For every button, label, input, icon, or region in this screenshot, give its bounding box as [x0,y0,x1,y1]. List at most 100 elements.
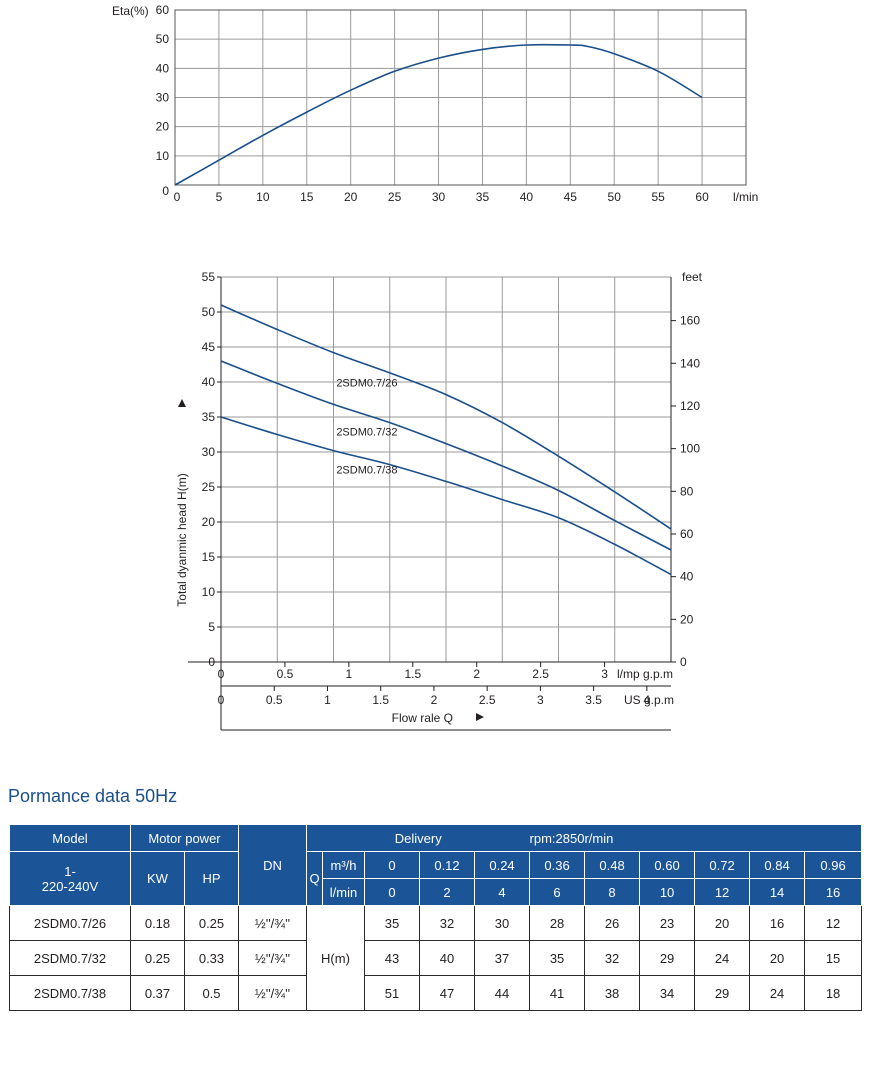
y-right-tick-label: 160 [680,314,700,328]
y-tick-label: 25 [202,480,216,494]
y-tick-label: 30 [202,445,216,459]
head-right-axis-label: feet [682,270,703,284]
h-value: 16 [749,905,806,941]
plot-frame [174,9,747,186]
h-value: 20 [749,940,806,976]
efficiency-y-axis-label: Eta(%) [112,4,149,18]
x-tick-label: 10 [256,190,270,204]
h-value: 38 [584,975,641,1011]
head-chart: 0510152025303540455055020406080100120140… [175,270,703,731]
y-right-tick-label: 80 [680,484,694,498]
h-value: 35 [364,905,420,941]
x-us-tick-label: 0.5 [266,693,283,707]
header-model: Model [9,824,131,852]
x-imp-tick-label: 0.5 [277,667,294,681]
header-hp: HP [184,851,239,906]
x-tick-label: 25 [388,190,402,204]
y-tick-label: 0 [162,184,169,198]
m3h-value: 0.48 [584,851,641,879]
x-tick-label: 40 [520,190,534,204]
header-motor-power: Motor power [130,824,239,852]
voltage-line-2: 220-240V [41,878,99,894]
x-tick-label: 0 [174,190,181,204]
header-voltage: 1- 220-240V [9,851,131,906]
x-us-tick-label: 3 [537,693,544,707]
y-right-tick-label: 40 [680,570,694,584]
y-right-tick-label: 140 [680,356,700,370]
x-us-tick-label: 2.5 [479,693,496,707]
header-row-1: Model Motor power DN Delivery rpm:2850r/… [9,824,863,906]
h-value: 44 [473,975,531,1011]
efficiency-chart: 0 5 10 15 20 25 30 35 40 45 50 55 60 0 10 20 30 40 50 60 Et… [112,3,758,204]
header-unit-lmin: l/min [322,878,365,906]
x-tick-label: 45 [564,190,578,204]
y-tick-label: 0 [208,655,215,669]
row-hp: 0.5 [184,975,239,1011]
head-y-axis-arrow-icon [178,399,186,407]
h-value: 40 [419,940,475,976]
y-tick-label: 50 [202,305,216,319]
h-value: 23 [639,905,696,941]
x-us-tick-label: 4 [644,693,651,707]
table-row: 2SDM0.7/32 0.25 0.33 ½''/¾'' 43 40 37 35… [9,940,863,976]
row-kw: 0.18 [130,905,185,941]
x-tick-label: 60 [695,190,709,204]
table-row: 2SDM0.7/26 0.18 0.25 ½''/¾'' H(m) 35 32 … [9,905,863,1011]
row-dn: ½''/¾'' [238,940,307,976]
m3h-value: 0.60 [639,851,696,879]
header-dn: DN [238,824,307,906]
x-tick-label: 5 [216,190,223,204]
head-x-axis-upper-unit: l/mp g.p.m [617,667,673,681]
y-tick-label: 45 [202,340,216,354]
h-value: 35 [529,940,586,976]
lmin-value: 6 [529,878,586,906]
row-dn: ½''/¾'' [238,905,307,941]
h-value: 29 [639,940,696,976]
y-right-tick-label: 20 [680,612,694,626]
h-value: 24 [694,940,751,976]
h-value: 18 [804,975,863,1011]
h-value: 43 [364,940,420,976]
h-value: 32 [419,905,475,941]
m3h-value: 0.84 [749,851,806,879]
m3h-value: 0.96 [804,851,863,879]
head-x-axis-label: Flow rale Q [392,711,453,725]
y-tick-label: 10 [156,149,170,163]
h-value: 37 [473,940,531,976]
series-label: 2SDM0.7/32 [336,427,397,439]
series-label: 2SDM0.7/38 [336,464,397,476]
y-tick-label: 5 [208,620,215,634]
series-label: 2SDM0.7/26 [336,378,397,390]
x-tick-label: 50 [608,190,622,204]
row-dn: ½''/¾'' [238,975,307,1011]
h-value: 20 [694,905,751,941]
row-model: 2SDM0.7/38 [9,975,131,1011]
x-imp-tick-label: 2.5 [532,667,549,681]
m3h-value: 0.12 [419,851,475,879]
table-row: 2SDM0.7/38 0.37 0.5 ½''/¾'' 51 47 44 41 … [9,975,863,1011]
head-y-axis-label: Total dyanmic head H(m) [175,473,189,606]
y-tick-label: 30 [156,91,170,105]
x-tick-label: 30 [432,190,446,204]
header-row-2: 1- 220-240V KW HP Q m³/h 0 0.12 0.24 0.3… [9,851,863,906]
lmin-value: 0 [364,878,420,906]
header-q: Q [306,851,323,906]
lmin-value: 14 [749,878,806,906]
x-imp-tick-label: 2 [473,667,480,681]
x-us-tick-label: 0 [218,693,225,707]
head-tick-labels: 0510152025303540455055020406080100120140… [202,270,701,707]
x-imp-tick-label: 1.5 [404,667,421,681]
row-model: 2SDM0.7/32 [9,940,131,976]
lmin-value: 12 [694,878,751,906]
m3h-value: 0.36 [529,851,586,879]
m3h-value: 0.24 [473,851,531,879]
h-label: H(m) [306,905,365,1011]
efficiency-x-axis-unit: l/min [733,190,758,204]
y-tick-label: 10 [202,585,216,599]
x-imp-tick-label: 3 [601,667,608,681]
y-tick-label: 35 [202,410,216,424]
head-curve [220,304,672,530]
x-us-tick-label: 1.5 [372,693,389,707]
y-tick-label: 20 [202,515,216,529]
row-hp: 0.25 [184,905,239,941]
